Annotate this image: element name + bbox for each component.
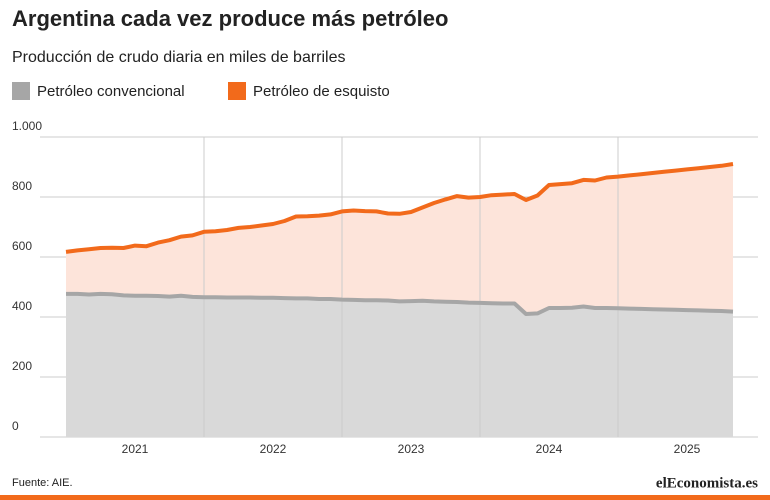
logo: elEconomista.es: [656, 475, 758, 491]
x-tick-label: 2024: [536, 442, 563, 456]
legend-swatch: [12, 82, 30, 100]
legend-label: Petróleo de esquisto: [253, 83, 390, 100]
legend-swatch: [228, 82, 246, 100]
x-tick-label: 2023: [398, 442, 425, 456]
y-tick-label: 0: [12, 419, 19, 433]
bottom-bar: [0, 495, 770, 500]
source: Fuente: AIE.: [12, 477, 73, 489]
line: [66, 291, 734, 316]
legend-label: Petróleo convencional: [37, 83, 185, 100]
chart-subtitle: Producción de crudo diaria en miles de b…: [12, 49, 346, 66]
area: [66, 293, 733, 437]
y-tick-label: 600: [12, 239, 32, 253]
line: [65, 162, 734, 254]
y-tick-label: 800: [12, 179, 32, 193]
y-tick-label: 1.000: [12, 119, 42, 133]
x-tick-label: 2025: [674, 442, 701, 456]
area: [66, 164, 733, 314]
x-tick-label: 2021: [122, 442, 149, 456]
x-tick-label: 2022: [260, 442, 287, 456]
chart-title: Argentina cada vez produce más petróleo: [12, 6, 448, 31]
y-tick-label: 200: [12, 359, 32, 373]
y-tick-label: 400: [12, 299, 32, 313]
